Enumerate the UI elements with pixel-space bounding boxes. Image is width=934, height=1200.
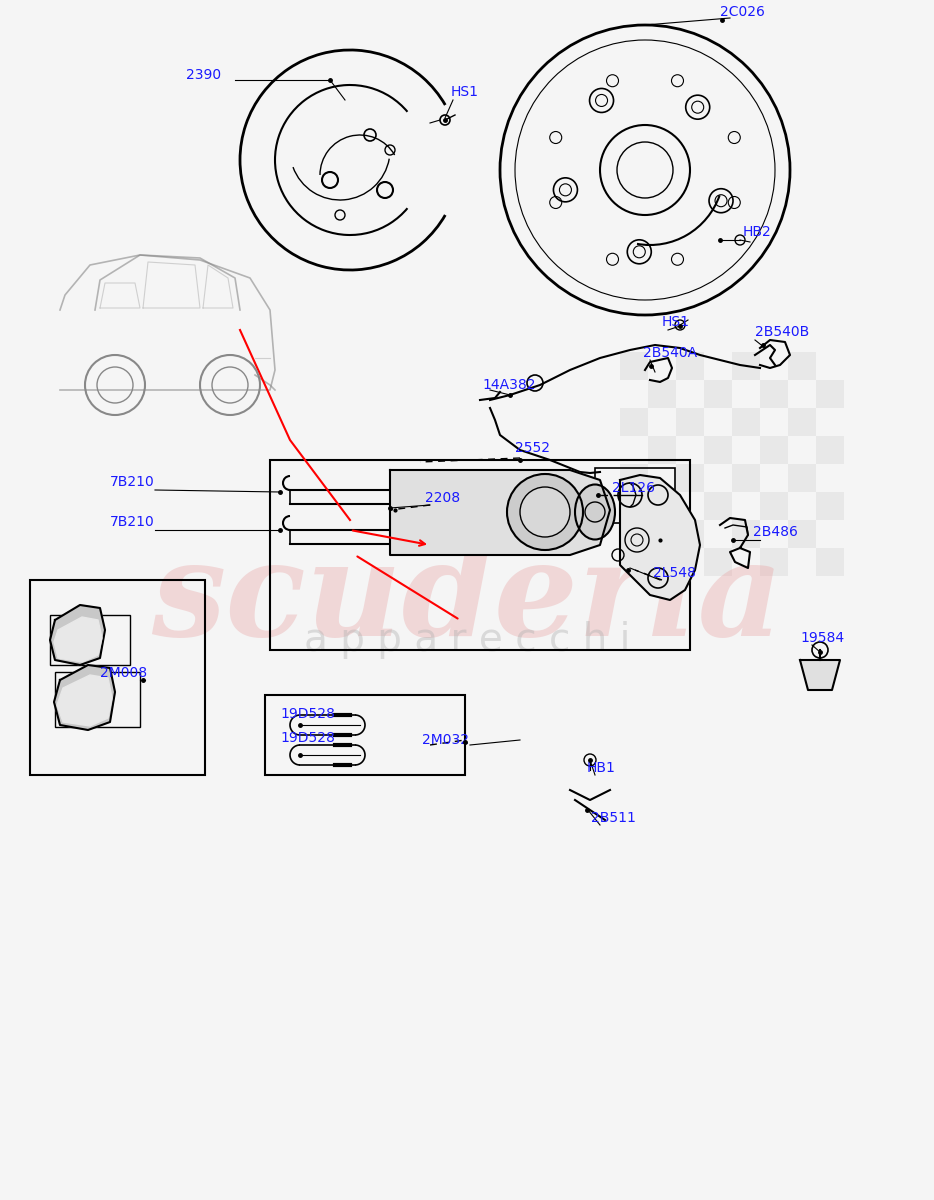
Bar xyxy=(732,408,760,436)
Bar xyxy=(816,548,844,576)
Bar xyxy=(620,464,648,492)
Bar xyxy=(704,436,732,464)
Bar xyxy=(620,352,648,380)
Bar xyxy=(676,464,704,492)
Bar xyxy=(265,695,465,775)
Text: 2B540B: 2B540B xyxy=(755,325,809,338)
Ellipse shape xyxy=(575,485,615,540)
Polygon shape xyxy=(54,665,115,730)
Bar xyxy=(676,408,704,436)
Bar xyxy=(760,492,788,520)
Text: 19D528: 19D528 xyxy=(280,731,335,745)
Bar xyxy=(732,352,760,380)
Text: 2B540A: 2B540A xyxy=(643,346,697,360)
Bar xyxy=(648,548,676,576)
Bar xyxy=(788,520,816,548)
Bar xyxy=(676,352,704,380)
Polygon shape xyxy=(57,674,112,726)
Bar xyxy=(760,548,788,576)
Text: HS1: HS1 xyxy=(662,314,690,329)
Text: a p p a r e c c h i: a p p a r e c c h i xyxy=(304,622,630,659)
Bar xyxy=(595,468,675,523)
Bar xyxy=(816,436,844,464)
Text: 2C026: 2C026 xyxy=(720,5,765,19)
Text: 2M032: 2M032 xyxy=(422,733,469,746)
Bar xyxy=(788,464,816,492)
Bar xyxy=(760,436,788,464)
Text: 2M008: 2M008 xyxy=(100,666,148,680)
Bar xyxy=(704,380,732,408)
Polygon shape xyxy=(54,617,102,662)
Bar xyxy=(760,380,788,408)
Bar xyxy=(704,492,732,520)
Bar xyxy=(620,520,648,548)
Bar xyxy=(648,436,676,464)
Bar xyxy=(732,520,760,548)
Text: 2208: 2208 xyxy=(425,491,460,505)
Bar xyxy=(816,492,844,520)
Text: HB1: HB1 xyxy=(587,761,616,775)
Bar xyxy=(620,408,648,436)
Polygon shape xyxy=(50,605,105,665)
Polygon shape xyxy=(390,470,610,554)
Polygon shape xyxy=(620,475,700,600)
Text: 14A382: 14A382 xyxy=(482,378,535,392)
Bar xyxy=(788,408,816,436)
Bar xyxy=(55,672,140,727)
Polygon shape xyxy=(800,660,840,690)
Bar xyxy=(270,460,690,650)
Text: 2390: 2390 xyxy=(186,68,221,82)
Bar xyxy=(50,614,130,665)
Text: scuderia: scuderia xyxy=(151,535,783,665)
Bar xyxy=(788,352,816,380)
Text: HS1: HS1 xyxy=(451,85,479,98)
Text: 7B210: 7B210 xyxy=(110,475,155,490)
Bar xyxy=(648,380,676,408)
Text: 19D528: 19D528 xyxy=(280,707,335,721)
Circle shape xyxy=(520,487,570,538)
Circle shape xyxy=(507,474,583,550)
Text: 2B511: 2B511 xyxy=(591,811,636,826)
Text: 2L548: 2L548 xyxy=(653,566,696,580)
Bar xyxy=(676,520,704,548)
Text: HB2: HB2 xyxy=(743,226,771,239)
Bar xyxy=(648,492,676,520)
Text: 7B210: 7B210 xyxy=(110,515,155,529)
Bar xyxy=(732,464,760,492)
Text: 2552: 2552 xyxy=(515,440,550,455)
Text: 2B486: 2B486 xyxy=(753,526,798,539)
Text: 2L126: 2L126 xyxy=(612,481,655,494)
Bar xyxy=(704,548,732,576)
Text: 19584: 19584 xyxy=(800,631,844,646)
Bar xyxy=(30,580,205,775)
Bar xyxy=(816,380,844,408)
